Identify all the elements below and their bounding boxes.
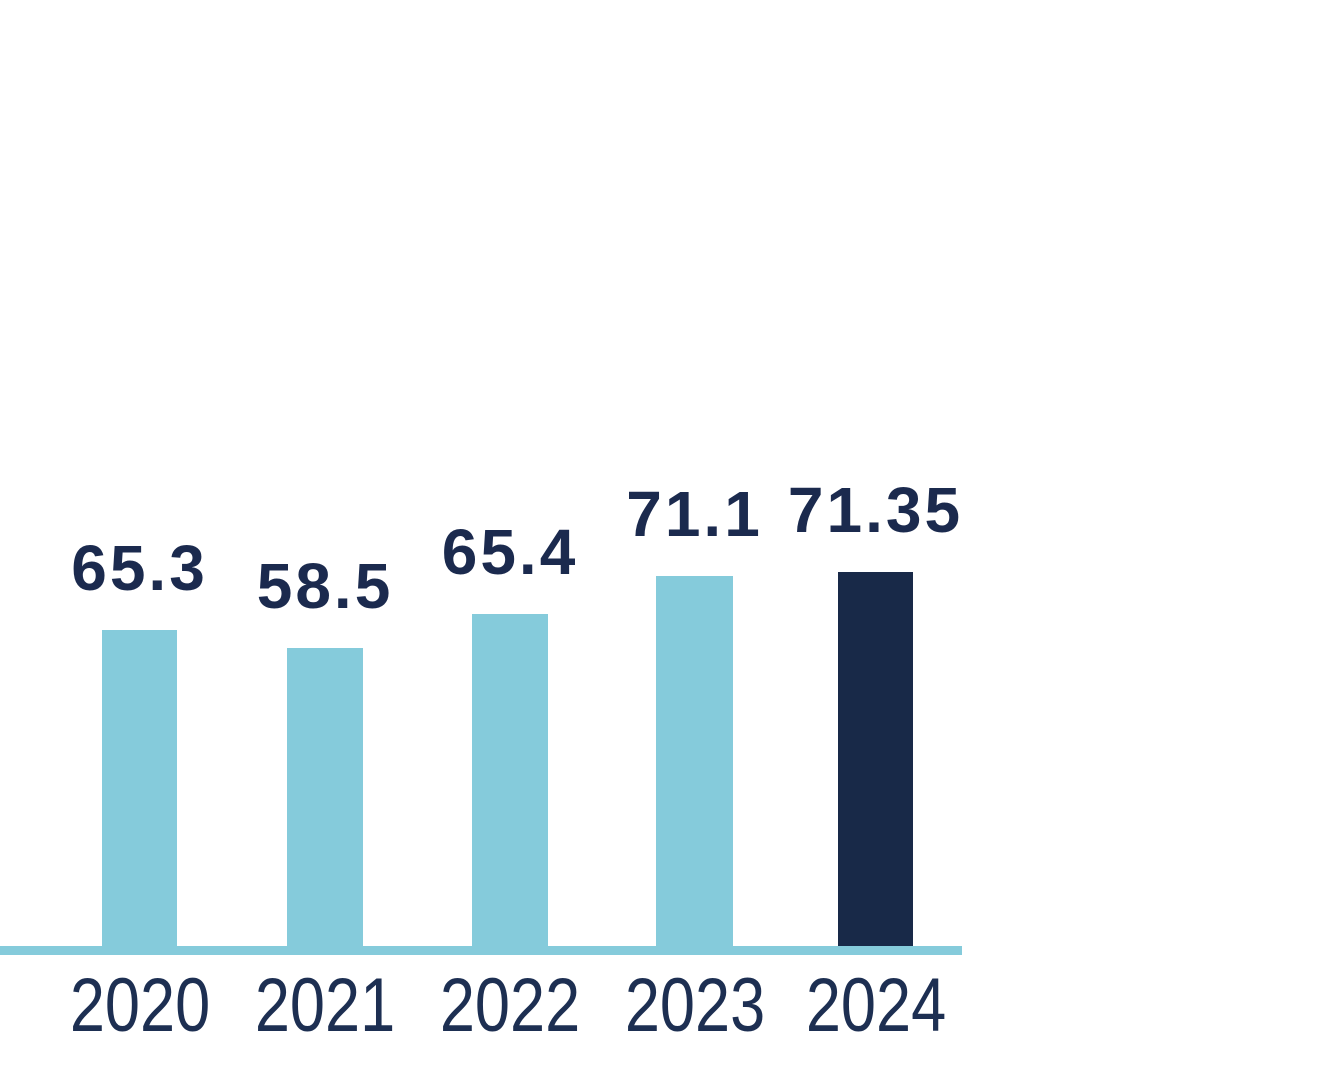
bar-value-label: 71.1: [626, 478, 763, 550]
bar-value-label: 71.35: [787, 474, 964, 546]
bar-value-label: 58.5: [256, 550, 394, 622]
x-tick-label-2023: 2023: [624, 963, 765, 1048]
x-tick-label-2020: 2020: [69, 963, 210, 1048]
bar-2021: [287, 648, 363, 946]
x-tick-label-2024: 2024: [805, 963, 946, 1048]
bar-2023: [656, 576, 733, 946]
bar-value-label: 65.4: [441, 516, 579, 588]
bar-2024-highlight: [838, 572, 913, 946]
bar-2020: [102, 630, 177, 946]
bar-value-label: 65.3: [71, 532, 208, 604]
x-tick-label-2022: 2022: [439, 963, 581, 1048]
x-tick-label-2021: 2021: [254, 963, 396, 1048]
bar-2022: [472, 614, 548, 946]
x-axis-line: [0, 946, 962, 955]
